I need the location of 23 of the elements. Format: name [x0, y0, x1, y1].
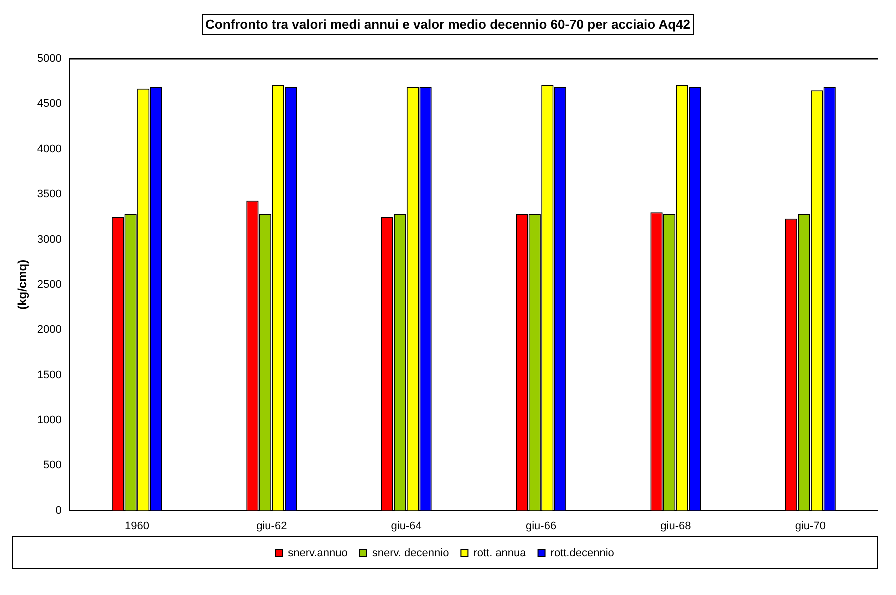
x-tick-label: giu-64: [391, 520, 422, 532]
x-tick-label: giu-62: [256, 520, 288, 532]
x-tick-label: giu-70: [795, 520, 826, 532]
y-tick-label: 2500: [37, 278, 62, 291]
x-tick-label: giu-68: [660, 520, 692, 532]
legend-label: snerv. decennio: [372, 548, 450, 560]
y-tick-label: 1500: [37, 369, 62, 382]
legend-label: rott. annua: [474, 548, 528, 560]
y-tick-label: 0: [56, 504, 62, 517]
legend-label: snerv.annuo: [288, 548, 348, 560]
chart-title: Confronto tra valori medi annui e valor medio decennio 60-70 per acciaio Aq42: [202, 14, 694, 35]
y-axis-title: (kg/cmq): [16, 260, 30, 310]
y-tick-label: 500: [44, 460, 62, 472]
y-tick-label: 4500: [37, 98, 62, 110]
y-tick-label: 4000: [37, 143, 62, 156]
y-tick-label: 5000: [37, 53, 62, 66]
y-tick-label: 2000: [37, 324, 62, 336]
y-tick-label: 3000: [37, 234, 62, 246]
x-tick-label: giu-66: [526, 520, 557, 532]
x-tick-label: 1960: [124, 520, 150, 532]
y-tick-label: 3500: [37, 188, 62, 201]
legend-label: rott.decennio: [550, 548, 614, 560]
y-tick-label: 1000: [37, 414, 62, 426]
